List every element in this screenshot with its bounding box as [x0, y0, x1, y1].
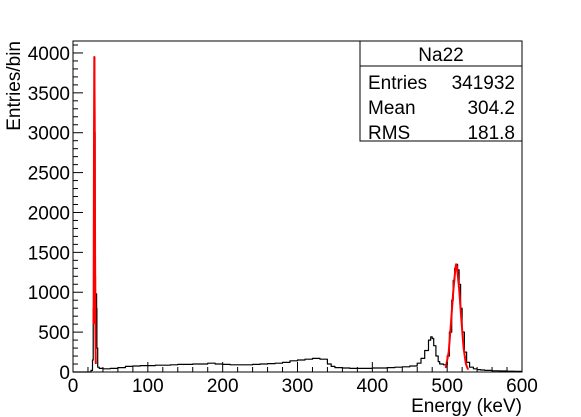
y-axis-label: Entries/bin [4, 41, 25, 131]
fit-curve-2 [444, 263, 470, 370]
histogram-series [73, 56, 523, 373]
stats-box-frame [359, 40, 523, 142]
y-tick-label: 500 [38, 323, 70, 344]
y-tick-label: 3500 [28, 84, 70, 105]
fit-curve-1 [92, 56, 97, 365]
stats-rms-value: 181.8 [467, 123, 515, 144]
x-axis-label: Energy (keV) [411, 396, 522, 417]
y-tick-label: 0 [59, 363, 70, 384]
x-tick-label: 600 [506, 376, 538, 397]
x-tick-label: 0 [68, 376, 79, 397]
x-tick-label: 500 [431, 376, 463, 397]
y-tick-label: 4000 [28, 44, 70, 65]
data-layer [73, 56, 523, 373]
y-axis: 0 500 1000 1500 2000 2500 3000 3500 4000 [28, 44, 83, 384]
x-tick-label: 300 [282, 376, 314, 397]
stats-mean-value: 304.2 [467, 98, 515, 119]
stats-entries-value: 341932 [452, 73, 515, 94]
x-tick-label: 100 [132, 376, 164, 397]
y-tick-label: 2000 [28, 203, 70, 224]
y-tick-label: 3000 [28, 124, 70, 145]
stats-entries-label: Entries [368, 73, 427, 94]
y-tick-label: 2500 [28, 164, 70, 185]
y-tick-label: 1000 [28, 283, 70, 304]
x-axis: 0 100 200 300 400 500 600 [68, 362, 538, 397]
stats-box: Na22 Entries 341932 Mean 304.2 RMS 181.8 [359, 40, 523, 144]
x-tick-label: 200 [207, 376, 239, 397]
y-tick-label: 1500 [28, 243, 70, 264]
stats-rms-label: RMS [368, 123, 410, 144]
stats-histogram-name: Na22 [418, 45, 463, 66]
x-tick-label: 400 [356, 376, 388, 397]
stats-mean-label: Mean [368, 98, 416, 119]
